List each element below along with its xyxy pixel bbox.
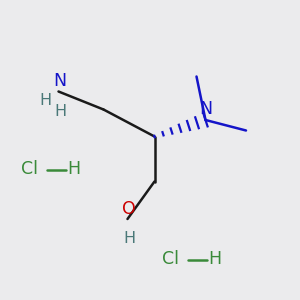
Text: H: H [68, 160, 81, 178]
Text: H: H [39, 93, 51, 108]
Text: Cl: Cl [162, 250, 179, 268]
Text: N: N [53, 72, 67, 90]
Text: H: H [123, 231, 135, 246]
Text: N: N [199, 100, 212, 118]
Text: O: O [122, 200, 136, 217]
Text: H: H [54, 103, 66, 118]
Text: Cl: Cl [21, 160, 38, 178]
Text: H: H [208, 250, 222, 268]
